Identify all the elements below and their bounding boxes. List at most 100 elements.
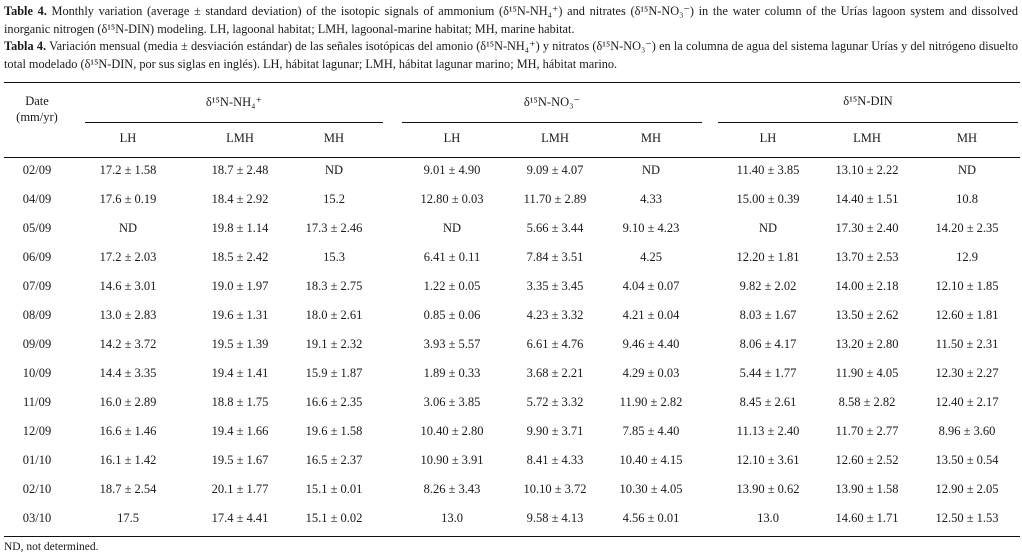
value-cell: 15.3 [323, 250, 345, 264]
column-header-lh: LH [443, 131, 461, 145]
value-cell: 4.23 ± 3.32 [526, 308, 584, 322]
table-top-rule [4, 82, 1020, 83]
value-cell: 11.40 ± 3.85 [736, 163, 800, 177]
value-cell: 17.4 ± 4.41 [211, 511, 269, 525]
value-cell: 16.5 ± 2.37 [305, 453, 363, 467]
value-cell: 11.90 ± 4.05 [835, 366, 899, 380]
value-cell: 12.40 ± 2.17 [935, 395, 999, 409]
date-cell: 12/09 [22, 424, 52, 438]
value-cell: 12.10 ± 3.61 [736, 453, 800, 467]
value-cell: 17.3 ± 2.46 [305, 221, 363, 235]
value-cell: 11.70 ± 2.89 [523, 192, 587, 206]
value-cell: 13.10 ± 2.22 [835, 163, 899, 177]
value-cell: 8.06 ± 4.17 [739, 337, 797, 351]
caption-english: Table 4. Monthly variation (average ± st… [4, 3, 1018, 38]
value-cell: 1.22 ± 0.05 [423, 279, 481, 293]
value-cell: 13.90 ± 1.58 [835, 482, 899, 496]
caption-spanish: Tabla 4. Variación mensual (media ± desv… [4, 38, 1018, 73]
value-cell: 19.5 ± 1.67 [211, 453, 269, 467]
value-cell: 8.58 ± 2.82 [838, 395, 896, 409]
value-cell: 4.29 ± 0.03 [622, 366, 680, 380]
date-cell: 06/09 [22, 250, 52, 264]
value-cell: ND [641, 163, 661, 177]
group-header-nh4: δ¹⁵N-NH₄⁺ [205, 95, 263, 109]
table-bottom-rule [4, 536, 1020, 537]
value-cell: 9.46 ± 4.40 [622, 337, 680, 351]
value-cell: 8.03 ± 1.67 [739, 308, 797, 322]
value-cell: 17.5 [117, 511, 139, 525]
value-cell: 12.90 ± 2.05 [935, 482, 999, 496]
value-cell: 1.89 ± 0.33 [423, 366, 481, 380]
value-cell: 13.0 ± 2.83 [99, 308, 157, 322]
column-header-mh: MH [323, 131, 345, 145]
value-cell: 5.44 ± 1.77 [739, 366, 797, 380]
group-rule-din [718, 122, 1018, 123]
column-header-lh: LH [119, 131, 137, 145]
value-cell: 19.6 ± 1.31 [211, 308, 269, 322]
value-cell: 9.58 ± 4.13 [526, 511, 584, 525]
value-cell: 14.2 ± 3.72 [99, 337, 157, 351]
value-cell: 12.30 ± 2.27 [935, 366, 999, 380]
date-header: Date [25, 94, 49, 108]
value-cell: 17.30 ± 2.40 [835, 221, 899, 235]
date-cell: 03/10 [22, 511, 52, 525]
caption-spanish-label: Tabla 4. [4, 39, 47, 54]
value-cell: 5.72 ± 3.32 [526, 395, 584, 409]
table-caption: Table 4. Monthly variation (average ± st… [4, 3, 1018, 73]
value-cell: 11.70 ± 2.77 [835, 424, 899, 438]
value-cell: 9.82 ± 2.02 [739, 279, 797, 293]
caption-english-text: Monthly variation (average ± standard de… [4, 4, 1018, 36]
value-cell: 17.2 ± 2.03 [99, 250, 157, 264]
date-cell: 09/09 [22, 337, 52, 351]
value-cell: 15.00 ± 0.39 [736, 192, 800, 206]
value-cell: 19.4 ± 1.66 [211, 424, 269, 438]
value-cell: 14.60 ± 1.71 [835, 511, 899, 525]
value-cell: 16.0 ± 2.89 [99, 395, 157, 409]
value-cell: 19.0 ± 1.97 [211, 279, 269, 293]
value-cell: 8.45 ± 2.61 [739, 395, 797, 409]
value-cell: 13.50 ± 2.62 [835, 308, 899, 322]
caption-spanish-text: Variación mensual (media ± desviación es… [4, 39, 1018, 71]
value-cell: 6.61 ± 4.76 [526, 337, 584, 351]
value-cell: 18.5 ± 2.42 [211, 250, 269, 264]
caption-english-label: Table 4. [4, 4, 47, 18]
value-cell: 13.0 [757, 511, 779, 525]
date-cell: 10/09 [22, 366, 52, 380]
value-cell: 12.60 ± 2.52 [835, 453, 899, 467]
value-cell: 19.6 ± 1.58 [305, 424, 363, 438]
value-cell: ND [758, 221, 778, 235]
value-cell: 4.33 [640, 192, 662, 206]
value-cell: ND [442, 221, 462, 235]
value-cell: 10.10 ± 3.72 [523, 482, 587, 496]
value-cell: 11.90 ± 2.82 [619, 395, 683, 409]
date-cell: 07/09 [22, 279, 52, 293]
value-cell: 9.10 ± 4.23 [622, 221, 680, 235]
value-cell: 13.90 ± 0.62 [736, 482, 800, 496]
value-cell: 17.2 ± 1.58 [99, 163, 157, 177]
value-cell: 8.96 ± 3.60 [938, 424, 996, 438]
value-cell: 8.41 ± 4.33 [526, 453, 584, 467]
value-cell: 19.8 ± 1.14 [211, 221, 269, 235]
header-bottom-rule [4, 157, 1020, 158]
value-cell: 18.4 ± 2.92 [211, 192, 269, 206]
value-cell: ND [957, 163, 977, 177]
value-cell: 14.40 ± 1.51 [835, 192, 899, 206]
value-cell: 9.90 ± 3.71 [526, 424, 584, 438]
value-cell: 7.85 ± 4.40 [622, 424, 680, 438]
value-cell: ND [324, 163, 344, 177]
value-cell: 9.09 ± 4.07 [526, 163, 584, 177]
value-cell: 4.25 [640, 250, 662, 264]
value-cell: 7.84 ± 3.51 [526, 250, 584, 264]
value-cell: 18.7 ± 2.48 [211, 163, 269, 177]
column-header-lmh: LMH [853, 131, 881, 145]
value-cell: 6.41 ± 0.11 [423, 250, 481, 264]
value-cell: 12.50 ± 1.53 [935, 511, 999, 525]
value-cell: 11.13 ± 2.40 [736, 424, 800, 438]
date-header-unit: (mm/yr) [16, 110, 58, 124]
value-cell: 13.50 ± 0.54 [935, 453, 999, 467]
value-cell: 18.0 ± 2.61 [305, 308, 363, 322]
value-cell: 3.06 ± 3.85 [423, 395, 481, 409]
group-rule-no3 [402, 122, 702, 123]
column-header-lh: LH [759, 131, 777, 145]
value-cell: 12.20 ± 1.81 [736, 250, 800, 264]
